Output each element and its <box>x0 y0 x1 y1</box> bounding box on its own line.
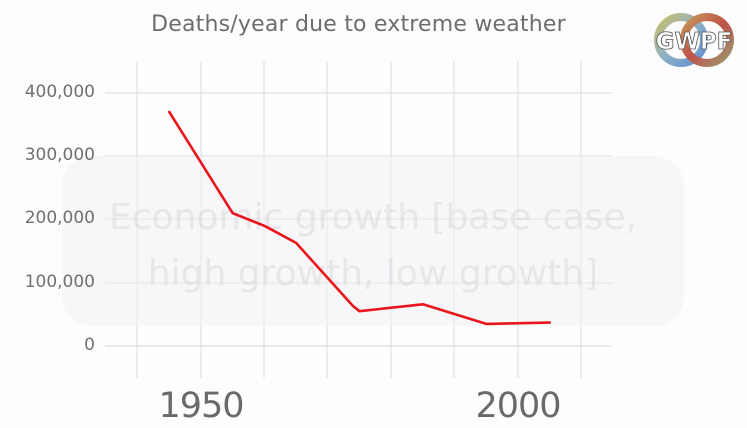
deaths-series-line <box>168 110 552 326</box>
gwpf-logo: GWPF <box>654 13 734 67</box>
y-tick-200000: 200,000 <box>24 208 95 228</box>
logo-text: GWPF <box>656 29 733 55</box>
y-tick-0: 0 <box>84 335 95 355</box>
y-tick-300000: 300,000 <box>24 145 95 165</box>
faded-overlay-text: Economic growth [base case, high growth,… <box>62 190 684 302</box>
x-tick-1950: 1950 <box>158 386 244 426</box>
faded-overlay-box <box>62 156 684 326</box>
overlay-line-1: Economic growth [base case, <box>109 197 637 238</box>
overlay-line-2: high growth, low growth] <box>147 253 599 294</box>
y-tick-100000: 100,000 <box>24 272 95 292</box>
x-tick-2000: 2000 <box>475 386 561 426</box>
chart-title: Deaths/year due to extreme weather <box>151 12 566 37</box>
y-tick-400000: 400,000 <box>24 82 95 102</box>
